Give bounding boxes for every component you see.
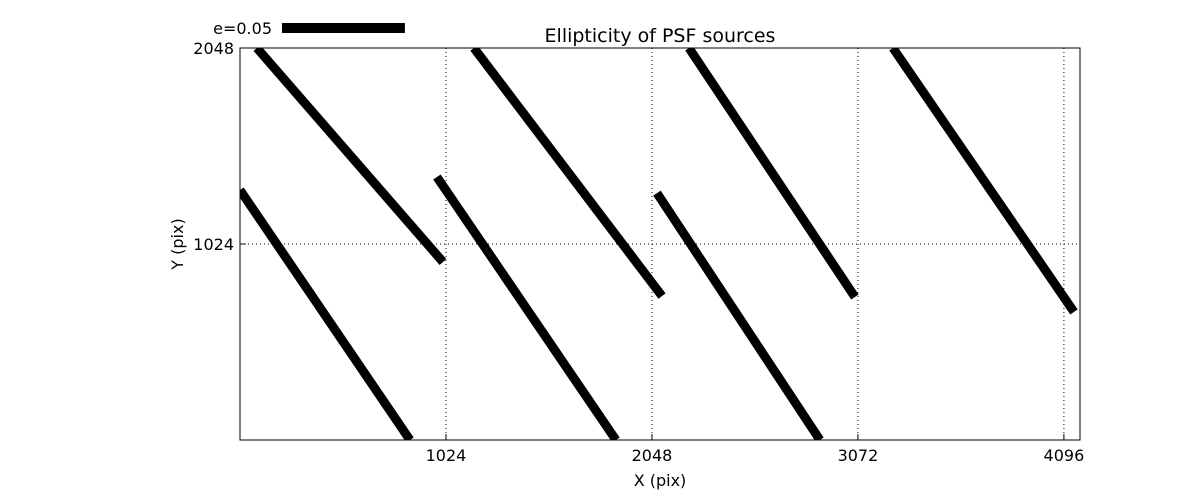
marks — [240, 48, 1078, 440]
y-tick-label: 1024 — [193, 235, 234, 254]
whisker — [433, 174, 620, 440]
whisker — [889, 48, 1078, 315]
whisker — [253, 48, 447, 265]
x-tick-label: 1024 — [426, 446, 467, 465]
ticks: 1024 2048 3072 4096 1024 2048 — [193, 39, 1084, 465]
y-tick-label: 2048 — [193, 39, 234, 58]
x-tick-label: 4096 — [1044, 446, 1085, 465]
whisker — [685, 48, 859, 300]
x-tick-label: 3072 — [838, 446, 879, 465]
x-axis-label: X (pix) — [634, 471, 687, 490]
whisker — [240, 187, 414, 440]
key-label: e=0.05 — [213, 19, 272, 38]
x-tick-label: 2048 — [632, 446, 673, 465]
y-axis-label: Y (pix) — [168, 218, 187, 270]
whisker — [470, 48, 666, 299]
whisker — [653, 190, 824, 440]
chart-title: Ellipticity of PSF sources — [545, 25, 776, 47]
